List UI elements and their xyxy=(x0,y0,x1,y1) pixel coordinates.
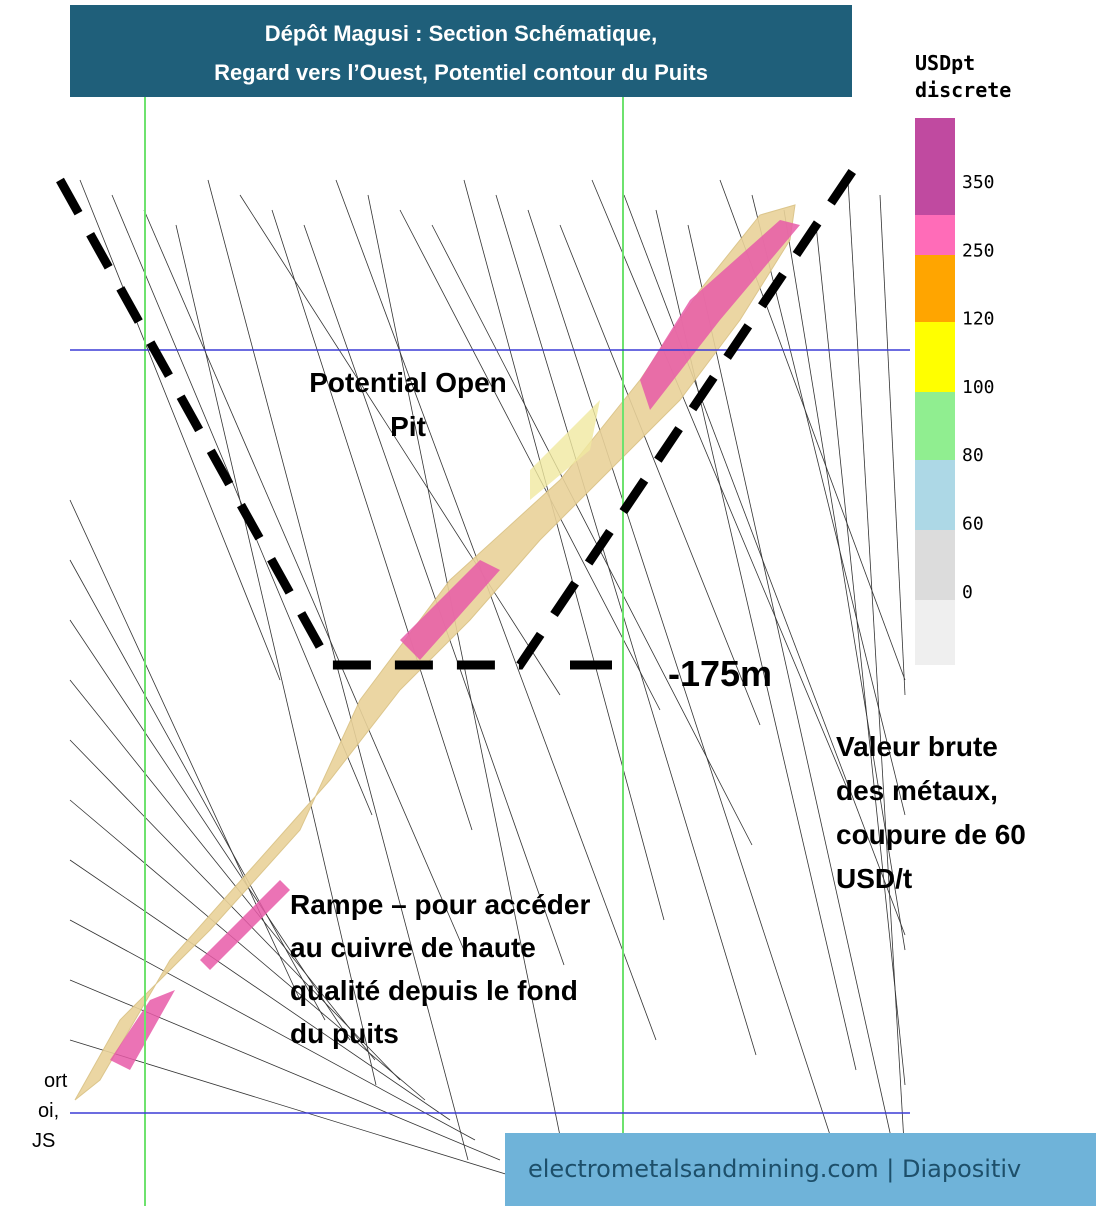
drill-hole xyxy=(591,179,853,801)
drill-hole xyxy=(463,179,665,921)
drill-hole xyxy=(69,619,351,1041)
annotation: Pit xyxy=(390,411,426,442)
drill-hole xyxy=(271,209,473,831)
drill-hole xyxy=(69,979,501,1161)
legend: USDpt discrete 350 250 120 100 80 60 0 xyxy=(915,51,1011,665)
annotation: coupure de 60 xyxy=(836,819,1026,850)
cut-text: oi, xyxy=(38,1100,59,1122)
footer-box xyxy=(505,1133,1096,1206)
legend-title: discrete xyxy=(915,78,1011,102)
drill-hole xyxy=(847,179,906,1161)
title: Dépôt Magusi : Section Schématique, xyxy=(265,21,657,46)
drill-hole xyxy=(143,209,465,951)
legend-label: 100 xyxy=(962,377,995,398)
drill-hole xyxy=(783,209,906,951)
drill-hole xyxy=(495,194,757,1056)
annotation: Potential Open xyxy=(309,367,507,398)
cut-text: JS xyxy=(32,1130,55,1152)
drill-hole xyxy=(559,224,761,726)
drill-hole xyxy=(69,559,326,1021)
drill-hole xyxy=(815,224,906,1086)
drill-hole xyxy=(69,739,401,1081)
drill-hole xyxy=(431,224,753,846)
annotation: USD/t xyxy=(836,863,912,894)
section-view xyxy=(56,97,910,1206)
drill-hole xyxy=(751,194,906,816)
high-grade-zones xyxy=(110,220,800,1070)
cut-text: ort xyxy=(44,1070,68,1092)
drill-hole xyxy=(69,679,376,1061)
legend-label: 250 xyxy=(962,240,995,261)
drill-hole xyxy=(687,224,906,1201)
legend-label: 350 xyxy=(962,172,995,193)
legend-label: 60 xyxy=(962,514,984,535)
orebody xyxy=(74,204,796,1101)
annotation: Rampe – pour accéder xyxy=(290,889,590,920)
pit-outline xyxy=(56,157,864,670)
drill-hole xyxy=(69,919,476,1141)
footer-text: electrometalsandmining.com | Diapositiv xyxy=(528,1155,1021,1183)
annotation: du puits xyxy=(290,1018,399,1049)
drill-hole xyxy=(527,209,849,1191)
legend-label: 120 xyxy=(962,309,995,330)
annotation: au cuivre de haute xyxy=(290,932,536,963)
legend-label: 80 xyxy=(962,445,984,466)
drill-hole xyxy=(239,194,561,696)
drill-hole xyxy=(69,799,426,1101)
drill-hole xyxy=(623,194,906,936)
drill-hole xyxy=(303,224,565,966)
drill-hole xyxy=(79,179,281,681)
title-box xyxy=(70,5,852,97)
drill-hole xyxy=(175,224,377,1086)
annotation: Valeur brute xyxy=(836,731,998,762)
annotations: Potential Open Pit -175m xyxy=(309,367,772,694)
title: Regard vers l’Ouest, Potentiel contour d… xyxy=(214,60,708,85)
depth-label: -175m xyxy=(668,653,772,694)
drill-hole xyxy=(335,179,657,1041)
drill-hole xyxy=(367,194,569,1176)
legend-label: 0 xyxy=(962,582,973,603)
drill-hole xyxy=(207,179,469,1161)
drill-hole xyxy=(399,209,661,711)
annotation: des métaux, xyxy=(836,775,998,806)
drill-hole xyxy=(879,194,906,696)
drill-hole xyxy=(69,859,451,1121)
annotation: qualité depuis le fond xyxy=(290,975,578,1006)
legend-title: USDpt xyxy=(915,51,975,75)
